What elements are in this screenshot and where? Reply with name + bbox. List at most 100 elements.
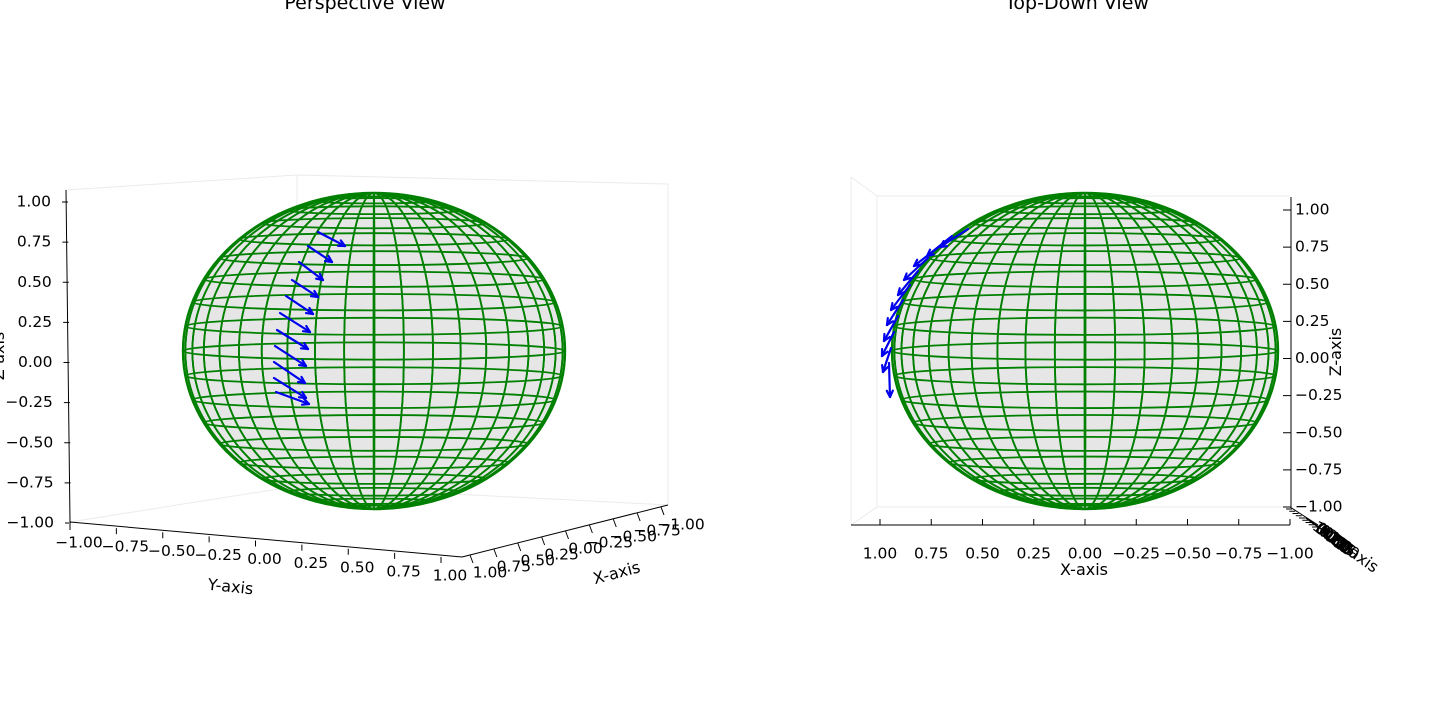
left-x-tick-label: 0.25 [544, 546, 579, 564]
left-y-tick-label: 0.00 [247, 550, 282, 568]
right-vector-arrow [882, 314, 900, 343]
left-meridian-line [372, 192, 376, 510]
left-vector-arrow [274, 390, 311, 406]
left-x-tick-label: −0.50 [610, 528, 658, 546]
left-y-ticks: −1.00−0.75−0.50−0.25 0.00 0.25 0.50 0.75 1.00 [55, 524, 467, 585]
right-x-tick-label: 0.25 [1016, 545, 1051, 563]
left-x-tick-label: −0.75 [633, 522, 681, 540]
left-x-tick-mark [541, 536, 546, 546]
right-z-tick-label: −1.00 [1295, 498, 1343, 516]
right-x-tick-label: 0.75 [914, 545, 949, 563]
left-vector-arrow [272, 360, 307, 385]
left-x-tick-mark [517, 542, 522, 552]
left-vector-arrow [273, 344, 308, 368]
right-z-tick-label: 0.00 [1295, 349, 1330, 367]
left-sphere-wireframe [181, 191, 567, 511]
left-x-ticks: −1.00−0.75−0.50−0.250.000.250.500.751.00 [469, 506, 705, 582]
left-x-tick-mark [612, 518, 617, 528]
left-sphere-outline [181, 191, 567, 511]
left-vector-arrow [316, 230, 347, 248]
left-x-tick-mark [636, 512, 641, 522]
right-title: Top-Down View [1004, 0, 1149, 14]
right-z-ticks: 1.00 0.75 0.50 0.25 0.00 −0.25 −0.50 −0.75 −1.00 [1283, 201, 1343, 516]
left-x-tick-mark [660, 506, 665, 516]
left-z-tick-label: −0.50 [6, 433, 54, 451]
left-z-tick-label: −0.25 [5, 393, 53, 411]
right-vector-arrow [889, 283, 912, 312]
right-z-tick-label: −0.75 [1295, 460, 1343, 478]
right-x-tick-label: −0.50 [1164, 545, 1212, 563]
right-x-tick-label: −0.75 [1215, 545, 1263, 563]
right-x-tick-label: 0.00 [1068, 545, 1103, 563]
left-y-tick-label: −0.75 [102, 538, 150, 556]
left-z-axis-label: Z-axis [0, 332, 8, 381]
left-y-tick-label: 0.75 [386, 562, 421, 580]
left-y-tick-label: −0.25 [194, 546, 242, 564]
left-y-tick-label: −0.50 [148, 542, 196, 560]
left-axes [65, 189, 669, 558]
left-x-tick-label: −0.25 [586, 534, 634, 552]
right-axes [851, 197, 1319, 526]
left-vector-arrow [272, 376, 308, 400]
left-z-tick-label: 0.50 [17, 273, 52, 291]
right-x-ticks: 1.00 0.75 0.50 0.25 0.00 −0.25 −0.50 −0.75 −1.00 [863, 519, 1314, 563]
left-y-tick-label: 0.50 [340, 558, 375, 576]
right-z-axis-label: Z-axis [1326, 328, 1345, 377]
left-z-tick-label: −0.75 [6, 473, 54, 491]
left-vector-arrow [297, 260, 325, 282]
right-vector-arrow [880, 330, 896, 358]
right-vector-arrow [885, 361, 894, 399]
right-sphere-outline [890, 191, 1280, 511]
left-vector-field [272, 230, 347, 406]
left-y-tick-label: 0.25 [294, 554, 329, 572]
right-meridian-line [1083, 192, 1087, 510]
right-vector-arrow [881, 346, 893, 374]
left-x-tick-mark [565, 530, 569, 540]
right-z-tick-label: −0.50 [1295, 423, 1343, 441]
top-down-view-panel: Top-Down View 1.00 0.75 0.50 0.25 0.00 −0.25−… [850, 0, 1382, 579]
left-x-tick-label: 0.50 [520, 552, 555, 570]
left-vector-arrow [284, 294, 315, 316]
left-z-tick-label: 1.00 [16, 193, 51, 211]
left-y-tick-label: 1.00 [433, 567, 468, 585]
right-sphere-wireframe [890, 191, 1280, 511]
left-x-tick-mark [469, 554, 474, 564]
right-z-tick-label: 0.75 [1295, 238, 1330, 256]
left-vector-arrow [306, 244, 334, 264]
left-x-tick-mark [588, 524, 593, 534]
left-z-tick-label: 0.25 [18, 313, 53, 331]
right-z-tick-label: 0.25 [1295, 312, 1330, 330]
left-x-tick-label: 0.75 [497, 558, 532, 576]
left-y-axis-label: Y-axis [206, 575, 254, 599]
right-x-axis-label: X-axis [1060, 560, 1108, 579]
left-x-axis-label: X-axis [591, 557, 642, 588]
left-z-tick-label: −1.00 [7, 514, 55, 532]
right-x-tick-label: 1.00 [863, 545, 898, 563]
left-x-axis-line [461, 504, 669, 558]
left-vector-arrow [278, 311, 312, 334]
left-x-tick-label: 1.00 [473, 564, 508, 582]
left-vector-arrow [275, 328, 310, 351]
left-y-tick-label: −1.00 [55, 534, 103, 552]
left-vector-arrow [290, 278, 320, 299]
right-x-tick-label: −0.25 [1113, 545, 1161, 563]
right-vector-arrow [902, 256, 930, 282]
right-x-tick-label: −1.00 [1266, 545, 1314, 563]
right-x-tick-label: 0.50 [965, 545, 1000, 563]
right-vector-field [880, 227, 970, 399]
perspective-view-panel: Perspective View 1.000.750.500.250.00−0.… [0, 0, 705, 598]
right-vector-arrow [885, 298, 905, 327]
right-z-tick-label: 1.00 [1295, 201, 1330, 219]
right-y-axis-line [1289, 506, 1319, 526]
left-x-tick-mark [493, 548, 498, 558]
left-z-axis-line [65, 189, 71, 523]
left-x-tick-label: 0.00 [568, 540, 603, 558]
right-z-tick-label: 0.50 [1295, 275, 1330, 293]
left-x-tick-label: −1.00 [657, 516, 705, 534]
left-title: Perspective View [284, 0, 445, 14]
left-y-axis-line [69, 521, 463, 558]
left-z-ticks: 1.00 0.75 0.50 0.25 0.00 −0.25 −0.50 −0.75 −1.00 [5, 193, 71, 532]
left-z-tick-label: 0.75 [17, 233, 52, 251]
